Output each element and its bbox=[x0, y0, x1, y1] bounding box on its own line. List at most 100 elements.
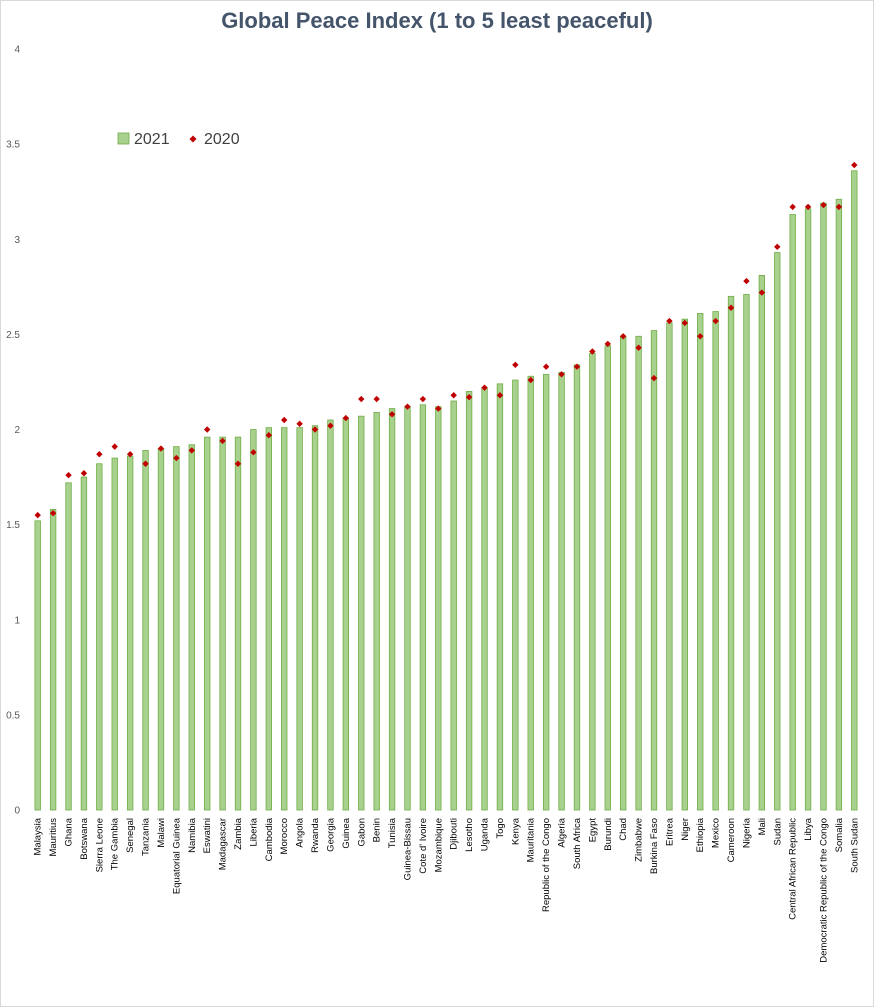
y-tick-label: 2.5 bbox=[6, 330, 20, 341]
y-tick-label: 1.5 bbox=[6, 520, 20, 531]
y-tick-label: 3.5 bbox=[6, 140, 20, 151]
marker-uganda bbox=[481, 384, 488, 391]
marker-democratic-republic-of-the-congo bbox=[820, 201, 827, 209]
marker-liberia bbox=[250, 449, 257, 456]
marker-burundi bbox=[604, 340, 611, 348]
bar-libya bbox=[804, 208, 812, 811]
marker-botswana bbox=[80, 470, 88, 477]
bar-tunisia bbox=[388, 408, 396, 811]
bar-djibouti bbox=[450, 400, 457, 811]
x-tick-label: Chad bbox=[618, 818, 629, 841]
marker-morocco bbox=[281, 416, 288, 424]
bar-sierra-leone bbox=[96, 463, 103, 811]
x-tick-label: Malaysia bbox=[33, 817, 44, 855]
bar-egypt bbox=[589, 352, 596, 811]
bar-senegal bbox=[126, 455, 134, 811]
marker-zambia bbox=[234, 460, 242, 467]
bar-rwanda bbox=[311, 425, 319, 811]
x-tick-label: Rwanda bbox=[310, 817, 321, 853]
x-tick-label: Tunisia bbox=[387, 817, 398, 848]
marker-tunisia bbox=[388, 411, 396, 418]
legend-label-2021: 2021 bbox=[134, 131, 170, 148]
x-tick-label: Zambia bbox=[233, 817, 244, 849]
bar-angola bbox=[296, 427, 303, 811]
bar-georgia bbox=[327, 419, 334, 811]
bar-kenya bbox=[512, 379, 519, 811]
marker-south-sudan bbox=[851, 161, 858, 169]
marker-gabon bbox=[358, 395, 365, 403]
x-tick-label: Central African Republic bbox=[788, 818, 799, 920]
marker-malaysia bbox=[34, 511, 41, 519]
bar-democratic-republic-of-the-congo bbox=[820, 202, 827, 811]
bar-eswatini bbox=[204, 436, 211, 811]
marker-mauritius bbox=[49, 510, 57, 517]
x-tick-label: Cameroon bbox=[726, 818, 737, 862]
bar-botswana bbox=[80, 476, 88, 811]
x-tick-label: Liberia bbox=[248, 817, 259, 846]
marker-malawi bbox=[157, 445, 165, 452]
bar-zambia bbox=[234, 436, 242, 811]
x-tick-label: Mauritius bbox=[48, 818, 59, 857]
x-tick-label: Niger bbox=[680, 818, 691, 841]
y-tick-label: 2 bbox=[14, 425, 20, 436]
x-tick-label: Eswatini bbox=[202, 818, 213, 853]
bar-mexico bbox=[712, 311, 719, 811]
marker-mauritania bbox=[527, 376, 534, 384]
x-tick-label: Georgia bbox=[325, 817, 336, 852]
marker-mali bbox=[758, 289, 766, 296]
x-tick-label: Djibouti bbox=[449, 818, 460, 850]
bar-burkina-faso bbox=[650, 330, 658, 811]
x-tick-label: Ethiopia bbox=[695, 817, 706, 852]
bar-sudan bbox=[774, 252, 781, 811]
marker-guinea-bissau bbox=[404, 403, 411, 410]
bar-togo bbox=[496, 383, 504, 811]
bar-madagascar bbox=[219, 436, 226, 811]
x-tick-label: Zimbabwe bbox=[634, 818, 645, 862]
marker-burkina-faso bbox=[650, 374, 658, 382]
x-tick-label: Kenya bbox=[510, 817, 521, 845]
bar-chad bbox=[620, 335, 627, 811]
marker-sierra-leone bbox=[96, 451, 103, 458]
x-tick-label: The Gambia bbox=[110, 817, 121, 870]
marker-djibouti bbox=[450, 392, 457, 399]
x-tick-label: Tanzania bbox=[141, 817, 152, 856]
bar-malawi bbox=[157, 448, 165, 811]
marker-ethiopia bbox=[697, 333, 704, 340]
bar-malaysia bbox=[34, 520, 41, 811]
marker-cameroon bbox=[727, 304, 735, 311]
marker-equatorial-guinea bbox=[173, 454, 180, 462]
legend-label-2020: 2020 bbox=[204, 131, 240, 148]
x-tick-label: Mexico bbox=[711, 818, 722, 848]
marker-south-africa bbox=[573, 363, 581, 370]
x-tick-label: South Sudan bbox=[849, 818, 860, 873]
marker-tanzania bbox=[142, 460, 149, 467]
marker-rwanda bbox=[311, 426, 319, 433]
marker-libya bbox=[804, 203, 812, 211]
x-tick-label: South Africa bbox=[572, 817, 583, 869]
bar-cote-d-ivoire bbox=[419, 404, 427, 811]
marker-angola bbox=[296, 420, 303, 427]
y-tick-label: 4 bbox=[14, 45, 20, 56]
bar-burundi bbox=[604, 345, 611, 811]
bar-the-gambia bbox=[111, 457, 118, 811]
bar-equatorial-guinea bbox=[173, 446, 180, 811]
x-tick-label: Togo bbox=[495, 818, 506, 839]
chart-title: Global Peace Index (1 to 5 least peacefu… bbox=[221, 8, 653, 33]
marker-central-african-republic bbox=[789, 203, 796, 211]
x-tick-label: Gabon bbox=[356, 818, 367, 847]
bar-cameroon bbox=[727, 295, 735, 811]
x-tick-label: Republic of the Congo bbox=[541, 818, 552, 912]
bar-cambodia bbox=[265, 427, 272, 811]
marker-zimbabwe bbox=[635, 344, 642, 351]
marker-cambodia bbox=[265, 432, 273, 439]
x-tick-label: Madagascar bbox=[218, 818, 229, 870]
legend-marker-2020 bbox=[189, 135, 197, 143]
bar-south-africa bbox=[573, 364, 581, 811]
y-tick-label: 0 bbox=[14, 806, 20, 817]
marker-the-gambia bbox=[111, 443, 118, 450]
bar-niger bbox=[681, 318, 688, 811]
y-tick-label: 3 bbox=[14, 235, 20, 246]
x-tick-label: Malawi bbox=[156, 818, 167, 848]
x-tick-label: Sudan bbox=[772, 818, 783, 845]
